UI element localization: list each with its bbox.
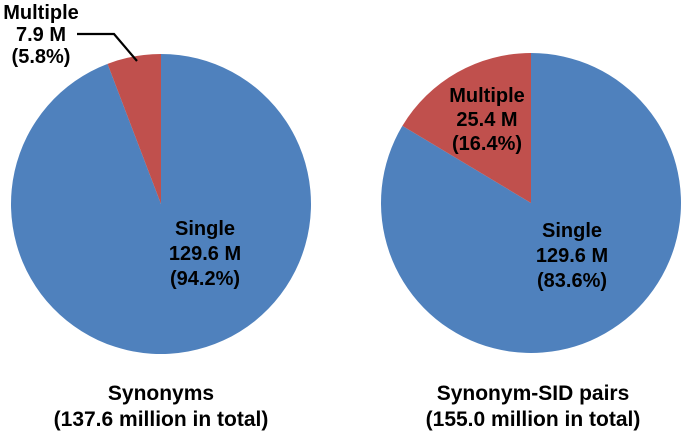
pie-slice-multiple	[107, 54, 161, 204]
pie-slice-multiple	[402, 53, 531, 203]
slice-label-name: Multiple	[449, 85, 525, 107]
label-pairs-single: Single 129.6 M (83.6%)	[492, 219, 652, 294]
slice-label-percent: (83.6%)	[536, 270, 608, 292]
slice-label-name: Single	[174, 218, 235, 240]
label-pairs-multiple: Multiple 25.4 M (16.4%)	[407, 84, 567, 156]
caption-subtitle: (155.0 million in total)	[425, 408, 641, 431]
slice-label-percent: (5.8%)	[11, 46, 71, 68]
label-synonyms-multiple: Multiple 7.9 M (5.8%)	[0, 2, 82, 68]
slice-label-name: Single	[541, 220, 602, 242]
slice-label-percent: (16.4%)	[451, 133, 523, 155]
slice-label-value: 129.6 M	[168, 243, 242, 265]
pie-slice-single	[380, 53, 681, 354]
pie-synonym-sid-pairs	[380, 53, 681, 354]
caption-synonyms: Synonyms (137.6 million in total)	[0, 381, 322, 433]
slice-label-percent: (94.2%)	[169, 268, 241, 290]
pie-synonyms	[11, 54, 312, 355]
leader-line	[77, 32, 138, 62]
slice-label-name: Multiple	[3, 2, 79, 24]
caption-synonym-sid-pairs: Synonym-SID pairs (155.0 million in tota…	[372, 381, 685, 433]
slice-label-value: 25.4 M	[456, 109, 518, 131]
pie-slice-single	[11, 54, 312, 355]
label-synonyms-single: Single 129.6 M (94.2%)	[125, 217, 285, 292]
slice-label-value: 7.9 M	[15, 24, 67, 46]
caption-subtitle: (137.6 million in total)	[53, 408, 269, 431]
caption-title: Synonyms	[107, 382, 215, 405]
slice-label-value: 129.6 M	[535, 245, 609, 267]
caption-title: Synonym-SID pairs	[436, 382, 630, 405]
